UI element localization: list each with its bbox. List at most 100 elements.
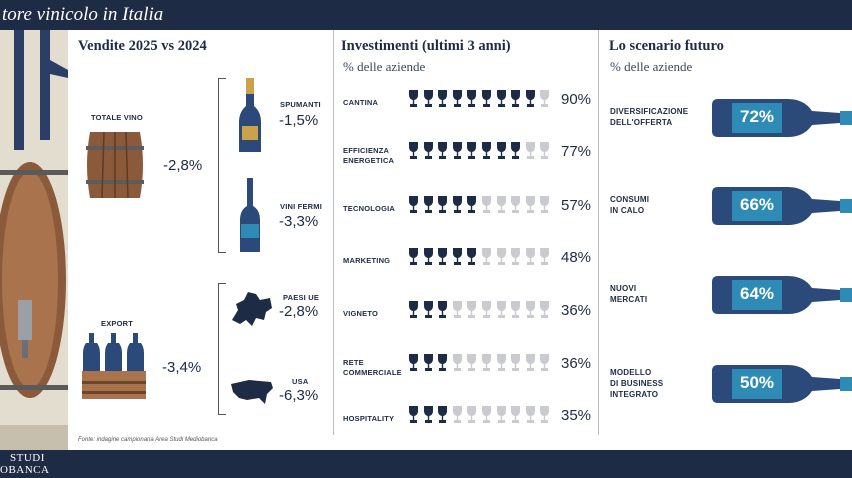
investment-label: CANTINA [343,98,379,107]
still-wine-bottle-icon [240,178,260,252]
bracket [218,283,226,415]
still-wine-value: -3,3% [279,213,319,230]
future-label: DELL'OFFERTA [610,118,673,127]
future-label: CONSUMI [610,195,650,204]
wine-glass-icon [511,248,521,270]
wine-glass-icon [482,301,491,323]
total-wine-value: -2,8% [163,157,203,174]
spumanti-label: SPUMANTI [280,100,321,109]
wine-glass-icon [496,196,506,218]
wine-glass-icon [496,406,506,428]
wine-glass-icon [511,196,521,218]
wine-glass-icon [423,196,433,218]
wine-glass-icon [496,90,506,112]
wine-glass-icon [438,90,448,112]
wine-glass-icon [467,354,477,376]
wine-glass-icon [540,248,550,270]
investment-label-line2: ENERGETICA [343,156,395,165]
future-value: 64% [739,284,775,303]
future-label: INTEGRATO [610,389,659,399]
future-label: MERCATI [610,295,648,304]
wine-glass-icon [452,142,462,164]
wine-glass-icon [482,248,491,270]
investment-value: 36% [561,302,592,319]
wine-glass-icon [452,301,462,323]
wine-glass-icon [525,142,535,164]
header-bar [0,0,852,30]
column-divider [598,30,599,435]
wine-glass-icon [496,248,506,270]
wine-glass-icon [409,196,418,218]
future-label: IN CALO [610,206,645,215]
investment-value: 57% [561,197,592,214]
wine-glass-icon [438,301,448,323]
investments-subtitle: % delle aziende [343,59,426,74]
wine-glass-icon [452,196,462,218]
future-value: 66% [739,195,775,214]
wine-glass-icon [467,301,477,323]
investments-title: Investimenti (ultimi 3 anni) [341,38,511,54]
investment-value: 35% [561,407,592,424]
page-title: tore vinicolo in Italia [2,4,164,25]
wine-glass-icon [540,406,550,428]
future-label: NUOVI [610,284,637,293]
wine-glass-icon [423,406,433,428]
footer-bar [0,450,852,478]
wine-glass-icon [525,196,535,218]
future-label: DIVERSIFICAZIONE [610,107,689,116]
wine-glass-icon [482,354,491,376]
wine-glass-icon [438,248,448,270]
export-label: EXPORT [101,319,134,328]
barrel-illustration-icon [0,30,68,450]
future-value: 50% [739,373,775,392]
investment-label: EFFICIENZA [343,146,390,155]
wine-glass-icon [540,196,550,218]
investment-label: TECNOLOGIA [343,204,395,213]
future-value: 72% [739,107,775,126]
wine-glass-icon [482,90,491,112]
wine-glass-icon [452,248,462,270]
investment-value: 48% [561,249,592,266]
sales-title: Vendite 2025 vs 2024 [78,38,207,54]
wine-glass-icon [423,142,433,164]
brand-line: OBANCA [0,464,50,476]
wine-glass-icon [496,354,506,376]
wine-glass-icon [452,354,462,376]
bottle-bar-icon [712,99,852,137]
wine-glass-icon [482,196,491,218]
europe-map-icon [232,292,272,326]
wine-glass-icon [511,142,521,164]
wine-glass-icon [540,142,550,164]
wine-glass-icon [467,406,477,428]
bottle-bar-icon [712,276,852,314]
wine-glass-icon [409,142,418,164]
eu-label: PAESI UE [283,293,320,302]
wine-glass-icon [482,142,491,164]
wine-glass-icon [511,301,521,323]
wine-glass-icon [525,301,535,323]
future-title: Lo scenario futuro [609,38,724,54]
bottle-bar-icon [712,187,852,225]
spumanti-value: -1,5% [279,112,319,129]
wine-glass-icon [409,354,418,376]
spumante-bottle-icon [239,78,261,152]
wine-glass-icon [452,90,462,112]
wine-glass-icon [409,248,418,270]
wine-glass-icon [511,354,521,376]
wine-glass-icon [511,406,521,428]
wine-glass-icon [409,406,418,428]
wine-glass-icon [467,90,477,112]
wine-glass-icon [409,301,418,323]
wine-glass-icon [511,90,521,112]
wine-glass-icon [525,354,535,376]
wine-glass-icon [423,354,433,376]
wine-glass-icon [438,142,448,164]
wine-glass-icon [467,248,477,270]
investment-value: 90% [561,91,592,108]
barrel-icon [86,131,144,199]
future-subtitle: % delle aziende [610,59,693,74]
wine-glass-icon [423,90,433,112]
wine-glass-icon [423,301,433,323]
wine-glass-icon [496,142,506,164]
investment-label: VIGNETO [343,309,379,318]
